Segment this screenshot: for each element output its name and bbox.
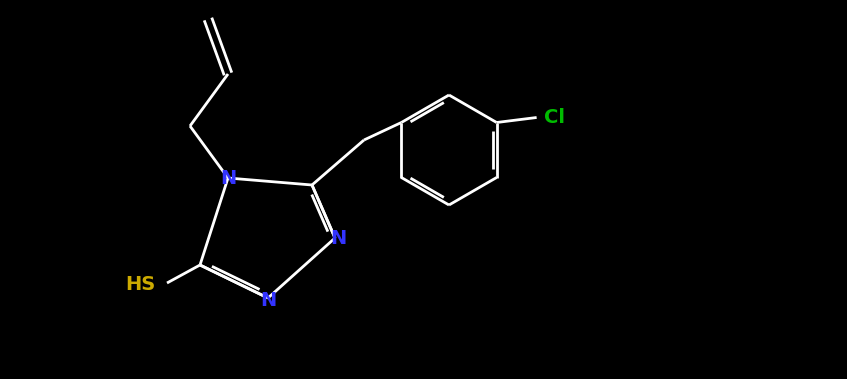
Text: HS: HS bbox=[125, 276, 155, 294]
Text: Cl: Cl bbox=[544, 108, 565, 127]
Text: N: N bbox=[260, 291, 276, 310]
Text: N: N bbox=[329, 229, 346, 247]
Text: N: N bbox=[220, 169, 236, 188]
